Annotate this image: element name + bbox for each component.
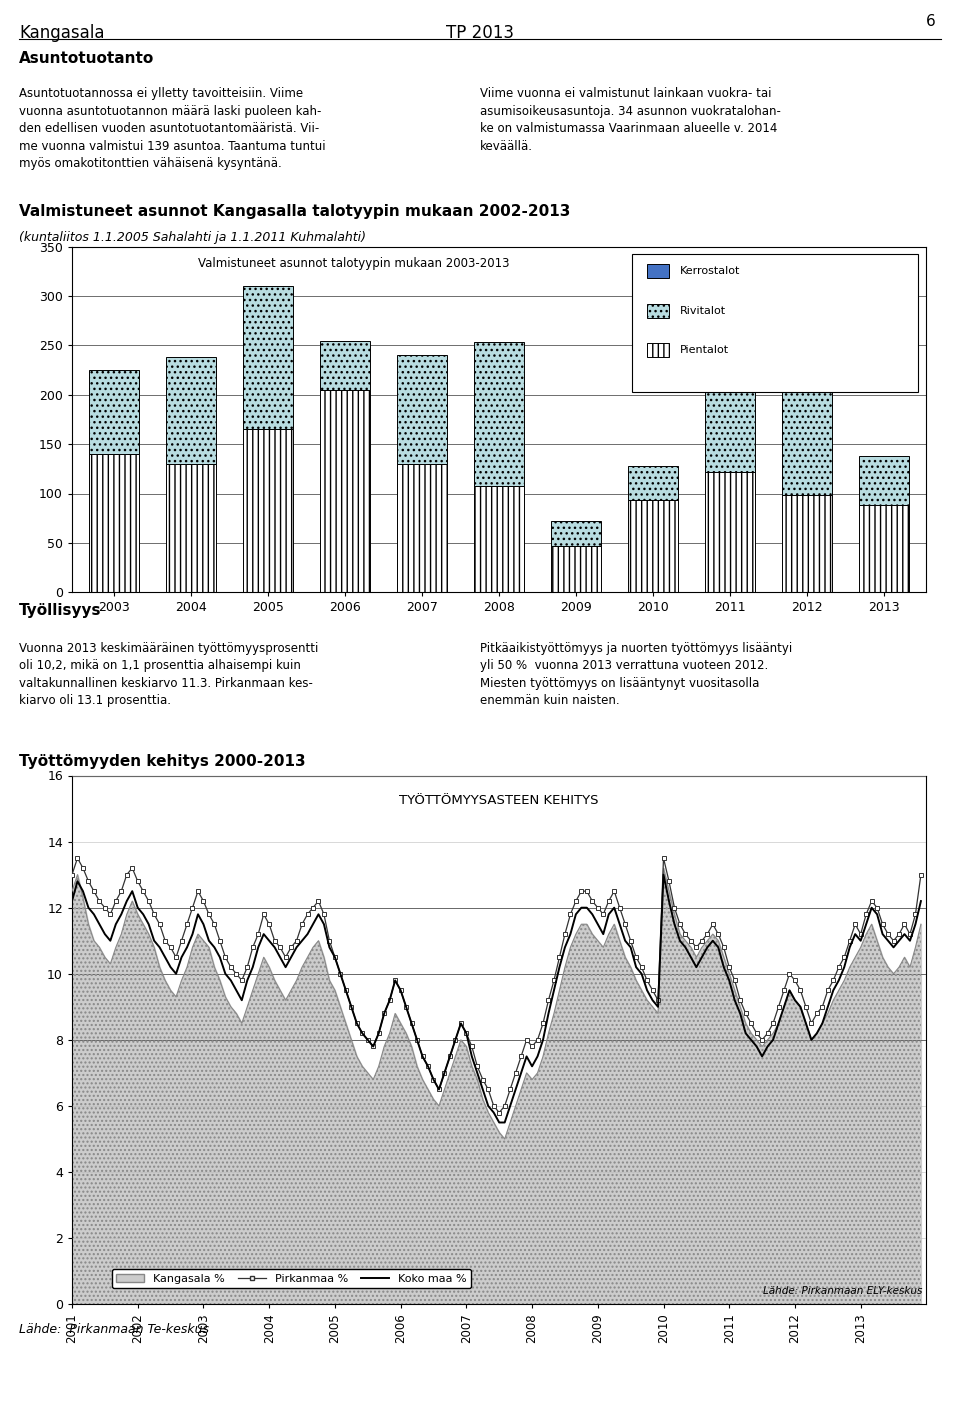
Pirkanmaa % xyxy=(915,866,926,883)
Koko maa % xyxy=(384,991,396,1008)
Bar xyxy=(705,351,756,472)
Bar xyxy=(321,341,371,389)
Text: Pitkäaikistyöttömyys ja nuorten työttömyys lisääntyi
yli 50 %  vuonna 2013 verra: Pitkäaikistyöttömyys ja nuorten työttömy… xyxy=(480,642,792,706)
Pirkanmaa % xyxy=(390,971,401,988)
Bar xyxy=(705,472,756,592)
Text: Lähde:  Pirkanmaan Te-keskus: Lähde: Pirkanmaan Te-keskus xyxy=(19,1323,209,1335)
Bar xyxy=(859,505,909,592)
Bar xyxy=(474,343,524,485)
Bar xyxy=(551,546,601,592)
Text: Asuntotuotanto: Asuntotuotanto xyxy=(19,51,155,66)
Bar xyxy=(89,369,139,454)
Bar xyxy=(782,495,832,592)
Text: TYÖTTÖMYYSASTEEN KEHITYS: TYÖTTÖMYYSASTEEN KEHITYS xyxy=(399,794,599,807)
Koko maa % xyxy=(658,866,669,883)
Legend: Kangasala %, Pirkanmaa %, Koko maa %: Kangasala %, Pirkanmaa %, Koko maa % xyxy=(111,1269,471,1289)
Bar xyxy=(89,454,139,592)
Kangasala % xyxy=(663,883,675,900)
Text: Vuonna 2013 keskimääräinen työttömyysprosentti
oli 10,2, mikä on 1,1 prosenttia : Vuonna 2013 keskimääräinen työttömyyspro… xyxy=(19,642,319,706)
Koko maa % xyxy=(66,893,78,909)
Koko maa % xyxy=(762,1038,774,1055)
Text: Kerrostalot: Kerrostalot xyxy=(680,266,740,276)
Pirkanmaa % xyxy=(422,1058,434,1074)
Kangasala % xyxy=(280,991,292,1008)
Text: Pientalot: Pientalot xyxy=(680,345,729,355)
Text: Valmistuneet asunnot talotyypin mukaan 2003-2013: Valmistuneet asunnot talotyypin mukaan 2… xyxy=(198,257,510,271)
Bar xyxy=(647,264,669,278)
Kangasala % xyxy=(658,860,669,877)
Text: Työttömyyden kehitys 2000-2013: Työttömyyden kehitys 2000-2013 xyxy=(19,754,306,770)
Koko maa % xyxy=(663,893,675,909)
Koko maa % xyxy=(915,893,926,909)
Pirkanmaa % xyxy=(581,883,592,900)
Text: (kuntaliitos 1.1.2005 Sahalahti ja 1.1.2011 Kuhmalahti): (kuntaliitos 1.1.2005 Sahalahti ja 1.1.2… xyxy=(19,231,366,244)
Koko maa % xyxy=(576,900,588,916)
Bar xyxy=(628,465,678,501)
Text: Valmistuneet asunnot Kangasalla talotyypin mukaan 2002-2013: Valmistuneet asunnot Kangasalla talotyyp… xyxy=(19,204,570,220)
Pirkanmaa % xyxy=(72,850,84,867)
Line: Koko maa %: Koko maa % xyxy=(72,874,921,1122)
Bar xyxy=(321,389,371,592)
Bar xyxy=(628,501,678,592)
Text: Asuntotuotannossa ei ylletty tavoitteisiin. Viime
vuonna asuntotuotannon määrä l: Asuntotuotannossa ei ylletty tavoitteisi… xyxy=(19,87,325,171)
Bar xyxy=(166,357,216,464)
Kangasala % xyxy=(499,1131,511,1148)
Bar xyxy=(859,455,909,505)
Kangasala % xyxy=(762,1032,774,1049)
Bar xyxy=(782,333,832,495)
Pirkanmaa % xyxy=(663,873,675,890)
Bar xyxy=(474,485,524,592)
Bar xyxy=(166,464,216,592)
Line: Pirkanmaa %: Pirkanmaa % xyxy=(70,856,923,1114)
Bar xyxy=(647,303,669,317)
Text: Kangasala: Kangasala xyxy=(19,24,105,42)
Pirkanmaa % xyxy=(285,939,297,956)
Bar xyxy=(243,429,294,592)
Text: 6: 6 xyxy=(926,14,936,30)
Bar xyxy=(397,464,447,592)
Koko maa % xyxy=(280,959,292,976)
Pirkanmaa % xyxy=(762,1025,774,1042)
Kangasala % xyxy=(576,915,588,932)
Text: Työllisyys: Työllisyys xyxy=(19,603,102,619)
Pirkanmaa % xyxy=(66,866,78,883)
Kangasala % xyxy=(915,915,926,932)
Koko maa % xyxy=(493,1114,505,1131)
Koko maa % xyxy=(417,1048,428,1065)
Kangasala % xyxy=(66,883,78,900)
Pirkanmaa % xyxy=(493,1104,505,1121)
Line: Kangasala %: Kangasala % xyxy=(72,869,921,1139)
Text: Rivitalot: Rivitalot xyxy=(680,306,726,316)
Bar xyxy=(243,286,294,429)
Kangasala % xyxy=(417,1072,428,1089)
Text: TP 2013: TP 2013 xyxy=(446,24,514,42)
Bar xyxy=(551,522,601,546)
Bar xyxy=(397,355,447,464)
Text: Viime vuonna ei valmistunut lainkaan vuokra- tai
asumisoikeusasuntoja. 34 asunno: Viime vuonna ei valmistunut lainkaan vuo… xyxy=(480,87,780,152)
Bar xyxy=(632,254,918,392)
Kangasala % xyxy=(384,1025,396,1042)
Text: Lähde: Pirkanmaan ELY-keskus: Lähde: Pirkanmaan ELY-keskus xyxy=(763,1286,923,1296)
Bar xyxy=(647,344,669,357)
